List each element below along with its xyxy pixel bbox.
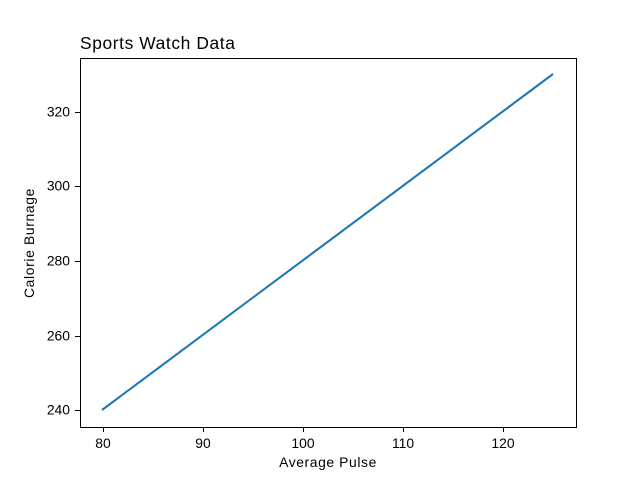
- svg-text:90: 90: [195, 435, 211, 451]
- svg-text:Calorie Burnage: Calorie Burnage: [21, 188, 37, 298]
- svg-text:Average Pulse: Average Pulse: [279, 454, 377, 470]
- svg-text:240: 240: [47, 402, 70, 418]
- svg-text:120: 120: [491, 435, 514, 451]
- svg-text:260: 260: [47, 328, 70, 344]
- svg-text:300: 300: [47, 178, 70, 194]
- svg-text:280: 280: [47, 253, 70, 269]
- svg-text:110: 110: [392, 435, 414, 451]
- svg-text:320: 320: [47, 104, 70, 120]
- svg-text:100: 100: [291, 435, 314, 451]
- svg-text:Sports Watch Data: Sports Watch Data: [80, 33, 236, 53]
- svg-text:80: 80: [95, 435, 111, 451]
